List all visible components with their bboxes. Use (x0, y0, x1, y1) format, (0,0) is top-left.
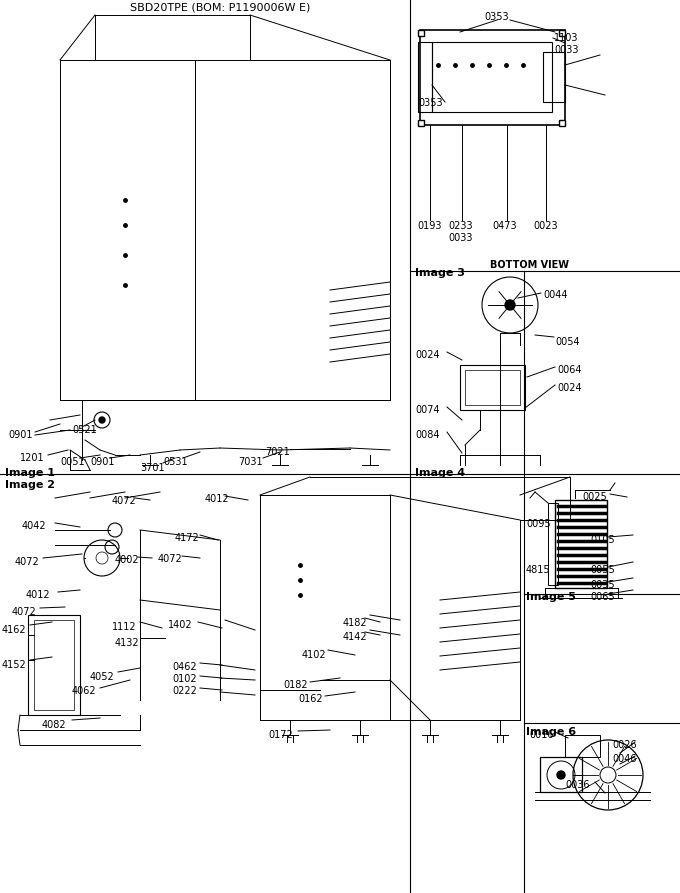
Text: Image 3: Image 3 (415, 268, 465, 278)
Text: 0353: 0353 (484, 12, 509, 22)
Text: 4072: 4072 (12, 607, 37, 617)
Bar (420, 30, 565, 125)
Text: Image 5: Image 5 (526, 592, 576, 602)
Bar (432, 42, 552, 112)
Text: 0105: 0105 (590, 535, 615, 545)
Text: 0102: 0102 (172, 674, 197, 684)
Text: 4052: 4052 (90, 672, 115, 682)
Text: SBD20TPE (BOM: P1190006W E): SBD20TPE (BOM: P1190006W E) (130, 2, 310, 12)
Text: 1201: 1201 (20, 453, 45, 463)
Text: Image 6: Image 6 (526, 727, 576, 737)
Text: 0064: 0064 (557, 365, 581, 375)
Text: 4152: 4152 (2, 660, 27, 670)
Text: 1103: 1103 (554, 33, 579, 43)
Text: 0473: 0473 (492, 221, 517, 231)
Text: 0353: 0353 (418, 98, 443, 108)
Bar (34, 620, 74, 710)
Text: 0074: 0074 (415, 405, 440, 415)
Text: 0054: 0054 (555, 337, 579, 347)
Text: 4072: 4072 (15, 557, 39, 567)
Text: 0024: 0024 (415, 350, 440, 360)
Text: 4012: 4012 (26, 590, 50, 600)
Text: 0901: 0901 (8, 430, 33, 440)
Text: 4102: 4102 (302, 650, 326, 660)
Text: 4182: 4182 (343, 618, 368, 628)
Bar (418, 42, 432, 112)
Text: 0095: 0095 (526, 519, 551, 529)
Text: 4142: 4142 (343, 632, 368, 642)
Text: 7031: 7031 (238, 457, 262, 467)
Text: 0084: 0084 (415, 430, 439, 440)
Text: 0016: 0016 (529, 730, 554, 740)
Text: 0051: 0051 (60, 457, 84, 467)
Text: 4072: 4072 (158, 554, 183, 564)
Circle shape (505, 300, 515, 310)
Text: 4062: 4062 (72, 686, 97, 696)
Text: 0036: 0036 (565, 780, 590, 790)
Text: 0193: 0193 (417, 221, 441, 231)
Text: 0026: 0026 (612, 740, 636, 750)
Text: 3701: 3701 (140, 463, 165, 473)
Text: 1402: 1402 (168, 620, 192, 630)
Text: 4132: 4132 (115, 638, 139, 648)
Text: 4082: 4082 (42, 720, 67, 730)
Text: 0521: 0521 (72, 425, 97, 435)
Text: 4172: 4172 (175, 533, 200, 543)
Text: 0055: 0055 (590, 565, 615, 575)
Text: 4002: 4002 (115, 555, 139, 565)
Text: Image 1: Image 1 (5, 468, 55, 478)
Text: 4072: 4072 (112, 496, 137, 506)
Circle shape (557, 771, 565, 779)
Text: 0065: 0065 (590, 592, 615, 602)
Text: 4042: 4042 (22, 521, 47, 531)
Text: 4012: 4012 (205, 494, 230, 504)
Text: 0024: 0024 (557, 383, 581, 393)
Bar (548, 503, 558, 585)
Text: 0162: 0162 (298, 694, 322, 704)
Bar (555, 500, 607, 588)
Text: 0462: 0462 (172, 662, 197, 672)
Text: 0035: 0035 (590, 580, 615, 590)
Text: 0046: 0046 (612, 754, 636, 764)
Circle shape (99, 417, 105, 423)
Text: 0023: 0023 (533, 221, 558, 231)
Text: Image 4: Image 4 (415, 468, 465, 478)
Text: 0025: 0025 (582, 492, 607, 502)
Text: 0033: 0033 (554, 45, 579, 55)
Text: Image 2: Image 2 (5, 480, 55, 490)
Text: 0222: 0222 (172, 686, 197, 696)
Text: 0531: 0531 (163, 457, 188, 467)
Text: 4162: 4162 (2, 625, 27, 635)
Text: 4815: 4815 (526, 565, 551, 575)
Text: 0033: 0033 (448, 233, 473, 243)
Text: 0233: 0233 (448, 221, 473, 231)
Text: 1112: 1112 (112, 622, 137, 632)
Text: 7021: 7021 (265, 447, 290, 457)
Text: 0172: 0172 (268, 730, 293, 740)
Bar (540, 757, 582, 792)
Text: BOTTOM VIEW: BOTTOM VIEW (490, 260, 569, 270)
Text: 0044: 0044 (543, 290, 568, 300)
Bar (543, 52, 565, 102)
Bar (465, 370, 520, 405)
Bar (460, 365, 525, 410)
Text: 0901: 0901 (90, 457, 114, 467)
Text: 0182: 0182 (283, 680, 307, 690)
Bar (565, 735, 600, 757)
Bar (28, 615, 80, 715)
